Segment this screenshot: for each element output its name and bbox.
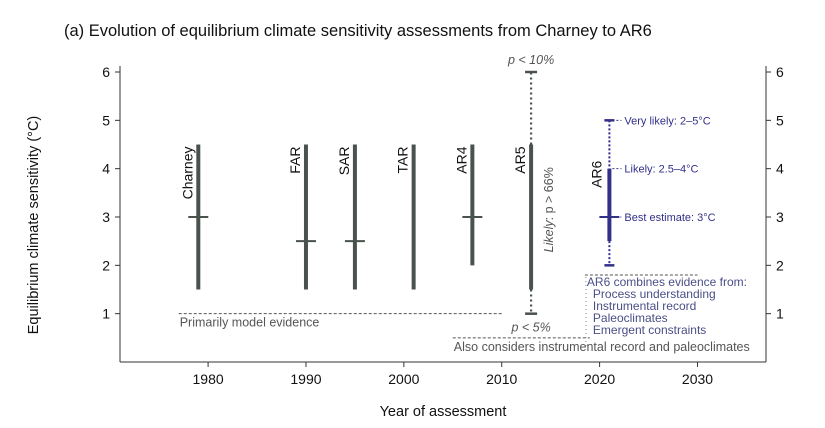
- x-tick-label: 2030: [682, 371, 713, 387]
- assessment-label-far: FAR: [287, 147, 303, 174]
- evidence-label: Also considers instrumental record and p…: [454, 340, 750, 354]
- ar6-evidence-item: Instrumental record: [593, 299, 696, 313]
- ar5-lower-annotation: p < 5%: [510, 321, 550, 335]
- x-tick-label: 2020: [584, 371, 615, 387]
- ar6-evidence-item: Emergent constraints: [593, 323, 706, 337]
- assessment-label-ar6: AR6: [588, 160, 604, 187]
- assessment-label-ar5: AR5: [512, 146, 528, 173]
- x-axis-title: Year of assessment: [380, 404, 507, 420]
- y-tick-label-right: 5: [776, 112, 784, 128]
- assessment-label-charney: Charney: [179, 147, 195, 200]
- y-tick-label-left: 4: [102, 161, 110, 177]
- assessment-label-ar4: AR4: [453, 146, 469, 173]
- x-tick-label: 2010: [486, 371, 517, 387]
- y-tick-label-right: 6: [776, 64, 784, 80]
- y-tick-label-left: 6: [102, 64, 110, 80]
- y-tick-label-right: 2: [776, 257, 784, 273]
- ar5-likely-rest: : p > 66%: [542, 167, 556, 220]
- ar6-evidence-item: Paleoclimates: [593, 311, 668, 325]
- evidence-label: Primarily model evidence: [180, 316, 320, 330]
- chart-title: (a) Evolution of equilibrium climate sen…: [64, 22, 652, 40]
- chart-labels: 1 1 2 2 3 3 4 4 5 5 6 6 1980 1990 2000 2010 2020 2030 Year…: [26, 53, 784, 420]
- y-tick-label-right: 4: [776, 161, 784, 177]
- ar6-evidence-title: AR6 combines evidence from:: [587, 275, 747, 289]
- assessment-label-sar: SAR: [336, 147, 352, 176]
- ar5-upper-annotation: p < 10%: [507, 53, 554, 67]
- ar6-best-estimate-label: Best estimate: 3°C: [624, 212, 715, 224]
- y-tick-label-left: 1: [102, 306, 110, 322]
- y-axis-title: Equilibrium climate sensitivity (°C): [26, 116, 42, 335]
- axes: [115, 66, 771, 367]
- x-tick-label: 1980: [193, 371, 224, 387]
- x-tick-label: 1990: [290, 371, 321, 387]
- ar5-likely-annotation: Likely: p > 66%: [542, 167, 556, 252]
- ar6-evidence-item: Process understanding: [593, 287, 716, 301]
- ar5-likely-word: Likely: [542, 220, 556, 253]
- y-tick-label-right: 3: [776, 209, 784, 225]
- chart-marks: [178, 70, 698, 347]
- y-tick-label-left: 2: [102, 257, 110, 273]
- x-tick-label: 2000: [388, 371, 419, 387]
- y-tick-label-left: 5: [102, 112, 110, 128]
- ar6-very-likely-label: Very likely: 2–5°C: [624, 115, 710, 127]
- y-tick-label-right: 1: [776, 306, 784, 322]
- assessment-label-tar: TAR: [395, 147, 411, 174]
- ar6-likely-label: Likely: 2.5–4°C: [624, 164, 698, 176]
- y-tick-label-left: 3: [102, 209, 110, 225]
